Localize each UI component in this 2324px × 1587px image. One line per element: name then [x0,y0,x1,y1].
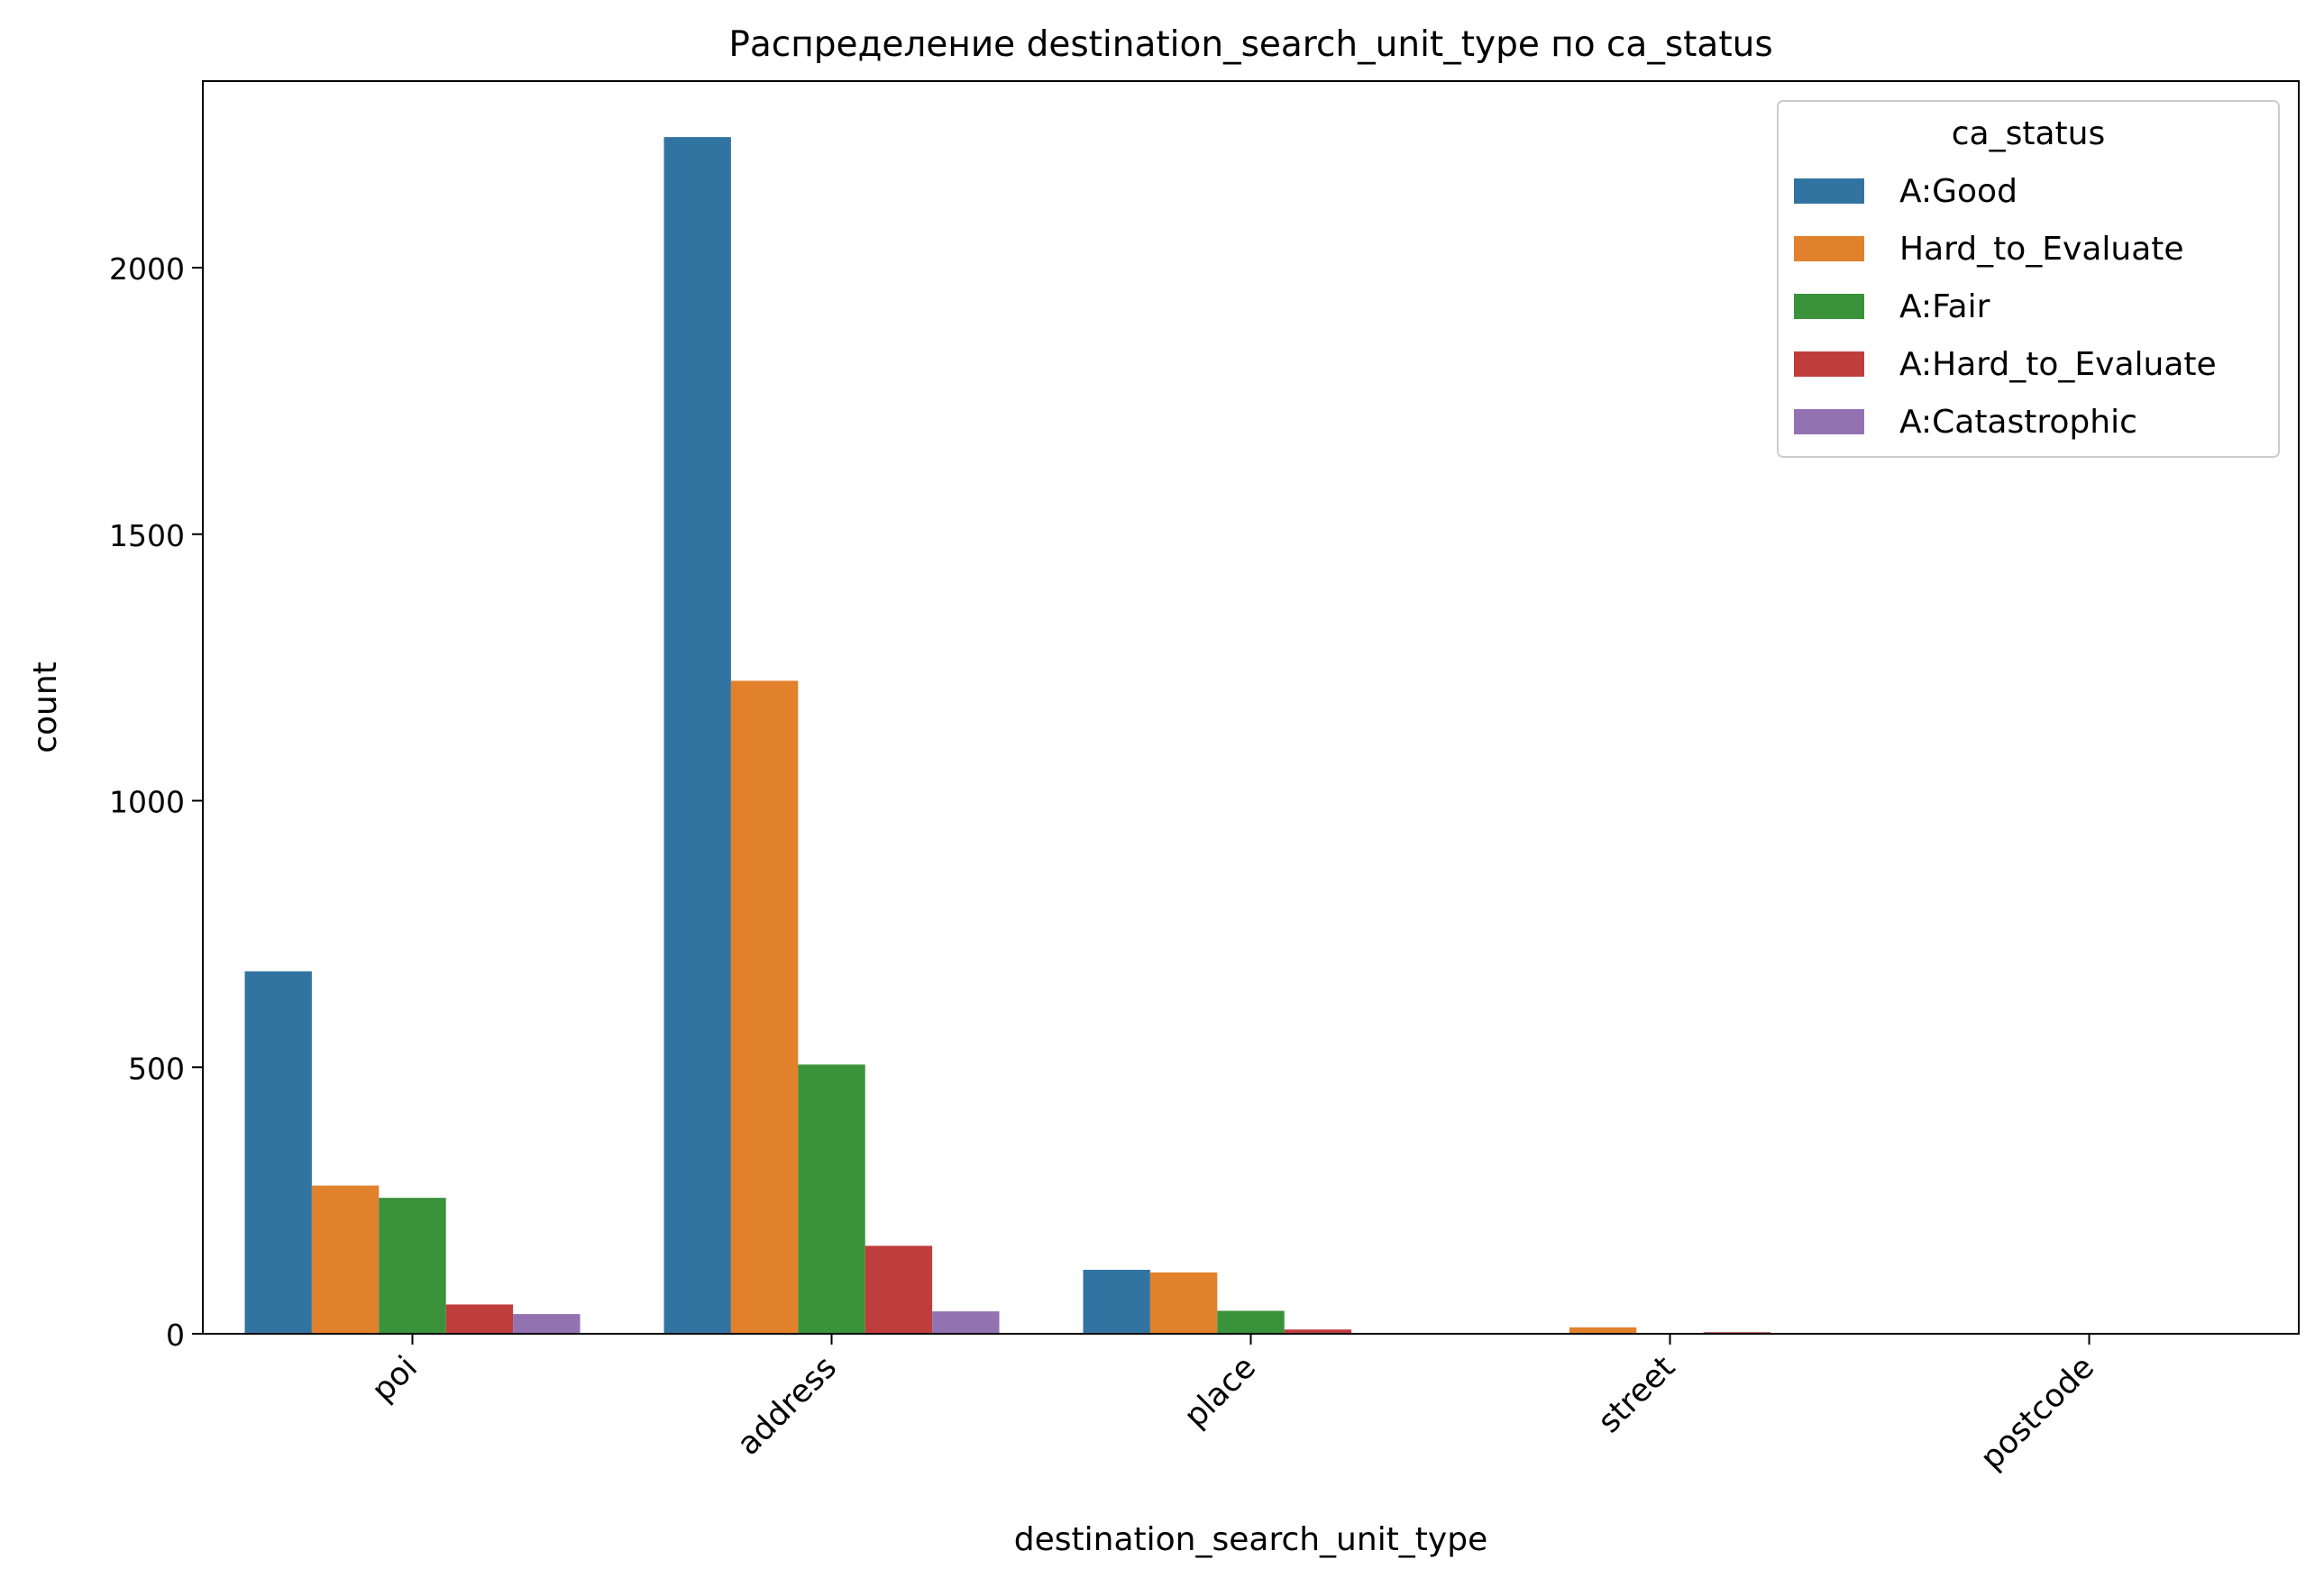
bar-street-hard-to-evaluate [1569,1327,1637,1334]
y-tick-label: 0 [166,1318,185,1353]
legend-item: A:Catastrophic [1794,404,2137,441]
bar-poi-a-hard-to-evaluate [445,1304,514,1334]
bar-address-a-good [663,137,731,1334]
y-tick-label: 1000 [109,785,185,820]
bars-layer [244,137,1771,1334]
legend-swatch [1794,236,1864,261]
y-tick-label: 500 [128,1051,185,1086]
legend-item: A:Good [1794,173,2017,210]
legend-swatch [1794,178,1864,204]
legend-swatch [1794,294,1864,319]
legend-label: A:Hard_to_Evaluate [1899,346,2217,383]
x-tick-label-poi: poi [365,1349,425,1409]
legend-items: A:Good Hard_to_Evaluate A:Fair A:Hard_to_Ev… [1794,173,2217,441]
legend-item: A:Hard_to_Evaluate [1794,346,2217,383]
legend-label: A:Good [1899,173,2017,210]
bar-address-a-catastrophic [932,1311,1000,1334]
legend-box [1777,100,2280,458]
bar-poi-a-catastrophic [513,1314,581,1334]
bar-place-a-good [1083,1270,1150,1334]
bar-poi-hard-to-evaluate [311,1185,380,1334]
legend-item: A:Fair [1794,288,1990,325]
y-tick-label: 2000 [109,251,185,287]
legend-title: ca_status [1952,115,2105,152]
bar-poi-a-good [244,971,312,1334]
bar-place-a-fair [1217,1310,1285,1334]
bar-address-a-hard-to-evaluate [865,1245,933,1334]
legend-swatch [1794,351,1864,377]
y-tick-label: 1500 [109,518,185,553]
bar-place-a-hard-to-evaluate [1284,1329,1352,1334]
x-tick-label-place: place [1177,1349,1263,1435]
x-tick-label-address: address [731,1349,845,1463]
x-axis-label: destination_search_unit_type [1014,1521,1487,1558]
y-axis-label: count [27,661,64,753]
legend-swatch [1794,409,1864,434]
legend-item: Hard_to_Evaluate [1794,231,2184,268]
legend: ca_status A:GoodHard_to_EvaluateA:FairA:… [1777,100,2280,458]
legend-label: A:Fair [1899,288,1990,325]
x-tick-label-street: street [1591,1349,1682,1440]
bar-poi-a-fair [379,1198,446,1334]
bar-place-hard-to-evaluate [1149,1272,1218,1334]
chart-title: Распределение destination_search_unit_ty… [728,24,1772,65]
bar-address-a-fair [798,1064,865,1334]
legend-label: Hard_to_Evaluate [1899,231,2184,268]
bar-address-hard-to-evaluate [730,680,799,1334]
x-tick-label-postcode: postcode [1974,1349,2101,1476]
legend-label: A:Catastrophic [1899,404,2137,441]
